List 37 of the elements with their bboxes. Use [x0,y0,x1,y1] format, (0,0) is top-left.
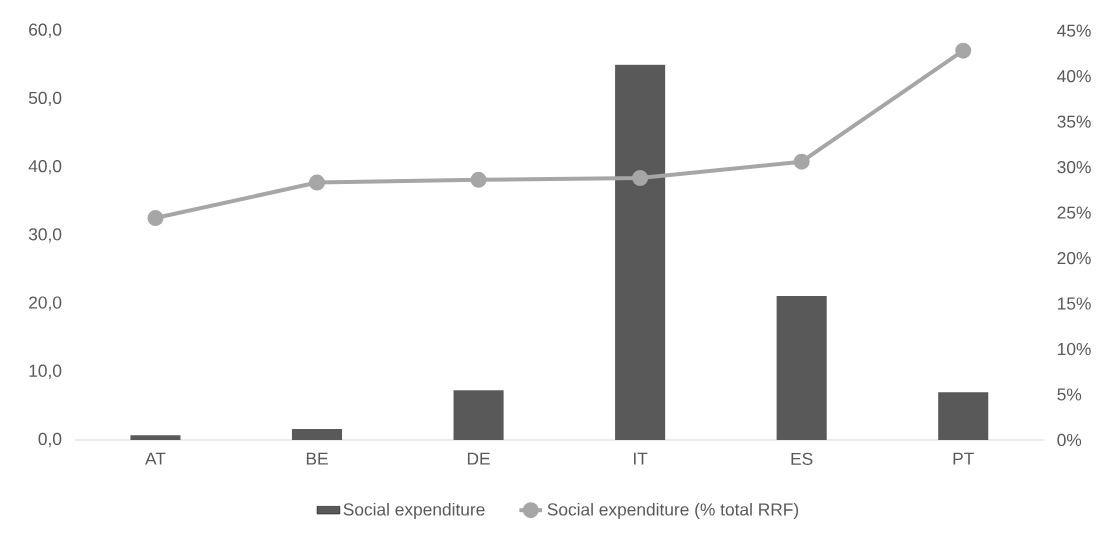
x-tick-label: AT [145,452,166,465]
bar [776,296,827,441]
y-tick-label: 20,0 [29,296,62,311]
y2-tick-label: 0% [1057,434,1082,447]
y2-tick-label: 40% [1057,70,1091,83]
point [632,170,649,187]
legend-label: Social expenditure [343,503,485,520]
point [470,172,487,189]
y2-tick-label: 20% [1057,252,1091,265]
y2-tick-label: 30% [1057,161,1091,174]
y-tick-label: 0,0 [38,433,62,448]
y-tick-label: 50,0 [28,91,62,107]
x-tick-label: DE [467,452,490,465]
x-tick-label: IT [634,452,648,465]
point [955,42,972,59]
legend-label: Social expenditure (% total RRF) [547,503,799,520]
x-tick-label: ES [791,452,813,466]
bar [130,435,181,441]
bar [453,390,504,441]
x-tick-label: PT [953,452,974,465]
y2-tick-label: 45% [1057,24,1091,37]
point [793,153,810,170]
bar [615,64,666,441]
point [309,174,326,191]
bar [938,392,989,441]
x-tick-label: BE [306,452,328,465]
y-tick-label: 10,0 [29,364,62,380]
y-tick-label: 40,0 [28,160,62,175]
y2-tick-label: 25% [1057,206,1091,219]
y2-tick-label: 10% [1058,343,1091,356]
y2-tick-label: 15% [1058,297,1091,310]
y-tick-label: 60,0 [29,23,62,38]
bar [291,429,343,441]
y-tick-label: 30,0 [28,228,62,243]
point [147,210,164,227]
y2-tick-label: 35% [1057,115,1091,128]
y2-tick-label: 5% [1057,388,1082,401]
